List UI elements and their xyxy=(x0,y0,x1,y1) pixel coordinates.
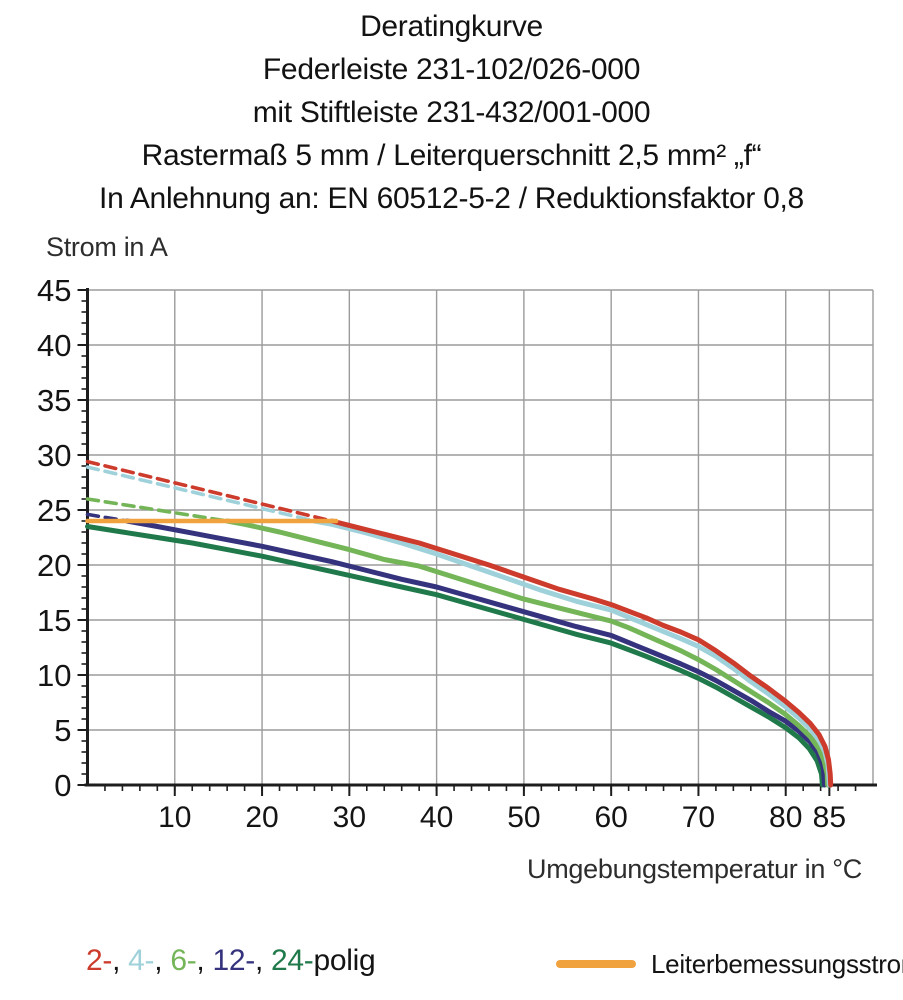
legend-poles: 2-, 4-, 6-, 12-, 24-polig xyxy=(86,944,376,978)
y-tick-labels: 0 5 10 15 20 25 30 35 40 45 xyxy=(37,273,71,803)
legend-pole-4: 4- xyxy=(128,944,155,977)
svg-text:10: 10 xyxy=(158,801,191,834)
legend-separator: , xyxy=(254,944,272,977)
svg-text:45: 45 xyxy=(37,273,71,308)
svg-text:70: 70 xyxy=(682,801,715,834)
legend-pole-12: 12- xyxy=(212,944,255,977)
svg-text:30: 30 xyxy=(37,438,71,473)
svg-text:0: 0 xyxy=(54,768,71,803)
x-axis-title: Umgebungstemperatur in °C xyxy=(527,854,862,884)
svg-text:85: 85 xyxy=(813,801,846,834)
y-axis-title: Strom in A xyxy=(46,232,168,262)
svg-text:40: 40 xyxy=(420,801,453,834)
svg-text:20: 20 xyxy=(37,548,71,583)
svg-text:50: 50 xyxy=(507,801,540,834)
legend-separator: , xyxy=(112,944,129,977)
svg-text:10: 10 xyxy=(37,658,71,693)
legend-rated-label: Leiterbemessungsstrom xyxy=(651,948,903,979)
title-line-2: Federleiste 231-102/026-000 xyxy=(262,53,641,86)
legend-separator: , xyxy=(154,944,171,977)
series-6-polig xyxy=(85,497,831,788)
svg-text:35: 35 xyxy=(37,383,71,418)
svg-text:40: 40 xyxy=(37,328,71,363)
title-line-3: mit Stiftleiste 231-432/001-000 xyxy=(252,96,651,129)
svg-text:80: 80 xyxy=(769,801,802,834)
svg-text:60: 60 xyxy=(594,801,627,834)
svg-text:5: 5 xyxy=(54,713,71,748)
axes xyxy=(84,288,877,787)
legend-pole-6: 6- xyxy=(170,944,197,977)
svg-text:30: 30 xyxy=(333,801,366,834)
legend-pole-2: 2- xyxy=(86,944,113,977)
grid-layer xyxy=(87,289,874,785)
legend-pole-24: 24- xyxy=(271,944,314,977)
legend-separator: , xyxy=(196,944,213,977)
series-24-polig xyxy=(85,524,825,788)
title-line-1: Deratingkurve xyxy=(360,10,543,43)
svg-text:20: 20 xyxy=(245,801,278,834)
series-4-polig xyxy=(85,465,832,788)
rated-current-line-swatch xyxy=(556,960,636,968)
x-tick-labels: 10 20 30 40 50 60 70 80 85 xyxy=(158,801,846,834)
legend-poles-suffix: polig xyxy=(313,944,376,977)
title-line-5: In Anlehnung an: EN 60512-5-2 / Reduktio… xyxy=(99,182,804,215)
svg-text:25: 25 xyxy=(37,493,71,528)
chart-title-block: Deratingkurve Federleiste 231-102/026-00… xyxy=(0,5,903,220)
title-line-4: Rastermaß 5 mm / Leiterquerschnitt 2,5 m… xyxy=(141,139,762,172)
legend-rated-current: Leiterbemessungsstrom xyxy=(556,944,903,984)
axis-ticks xyxy=(77,289,857,796)
series-2-polig xyxy=(85,459,834,788)
svg-text:15: 15 xyxy=(37,603,71,638)
series-12-polig xyxy=(85,512,828,788)
